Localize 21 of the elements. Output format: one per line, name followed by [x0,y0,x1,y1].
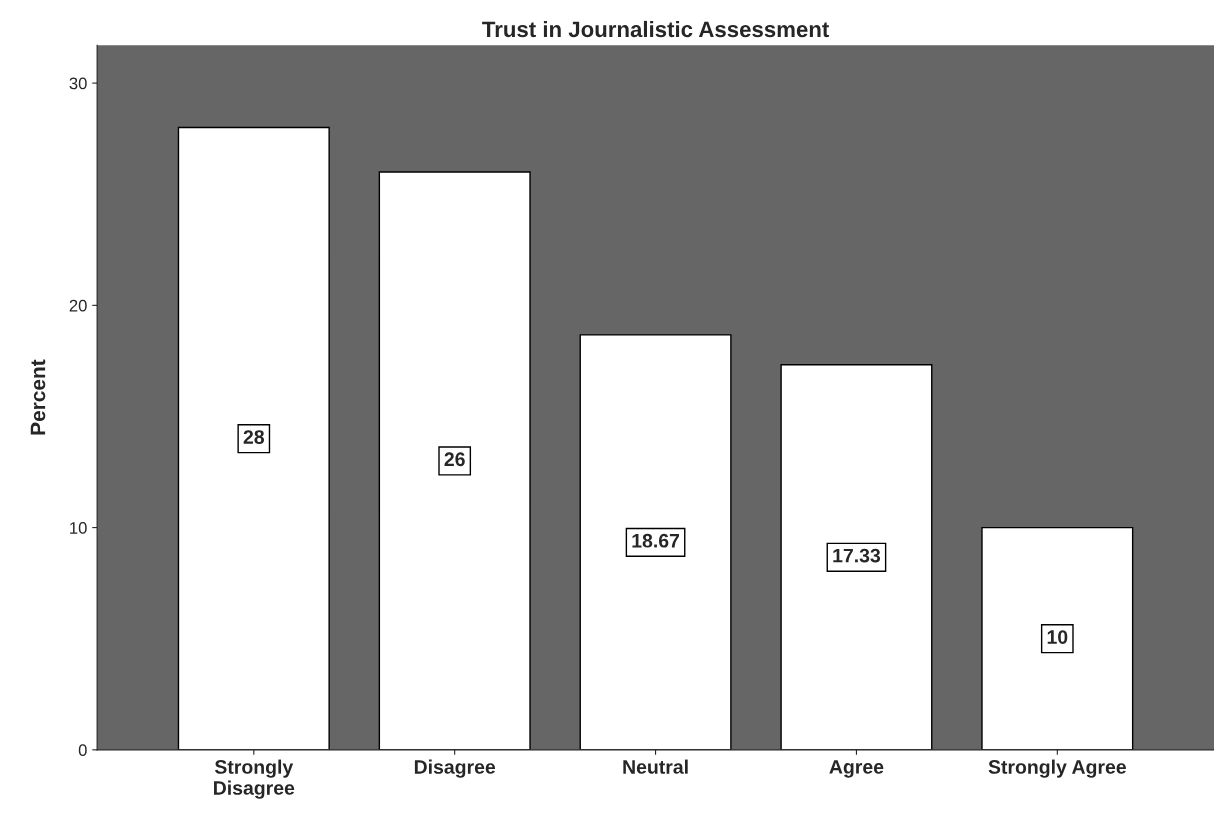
x-tick-label: Agree [829,760,884,778]
x-tick-label: Strongly Disagree [214,759,295,799]
y-tick-label: 20 [69,299,87,312]
y-tick-label: 10 [70,521,87,534]
data-label: 28 [243,430,265,444]
data-label: 10 [1047,630,1068,644]
chart-title: Trust in Journalistic Assessment [482,20,830,38]
y-tick-label: 30 [69,77,87,90]
bar [378,171,531,750]
data-label: 18.67 [632,533,680,548]
data-label: 26 [444,452,465,467]
bar [981,526,1134,750]
bar [579,334,732,750]
bar [780,363,933,750]
data-label: 17.33 [833,548,881,563]
x-tick-label: Strongly Agree [988,759,1126,778]
y-axis-title: Percent [30,359,46,435]
x-tick-label: Disagree [414,759,496,778]
x-tick-label: Neutral [623,759,688,774]
bar [177,126,330,750]
y-tick-label: 0 [78,744,87,757]
